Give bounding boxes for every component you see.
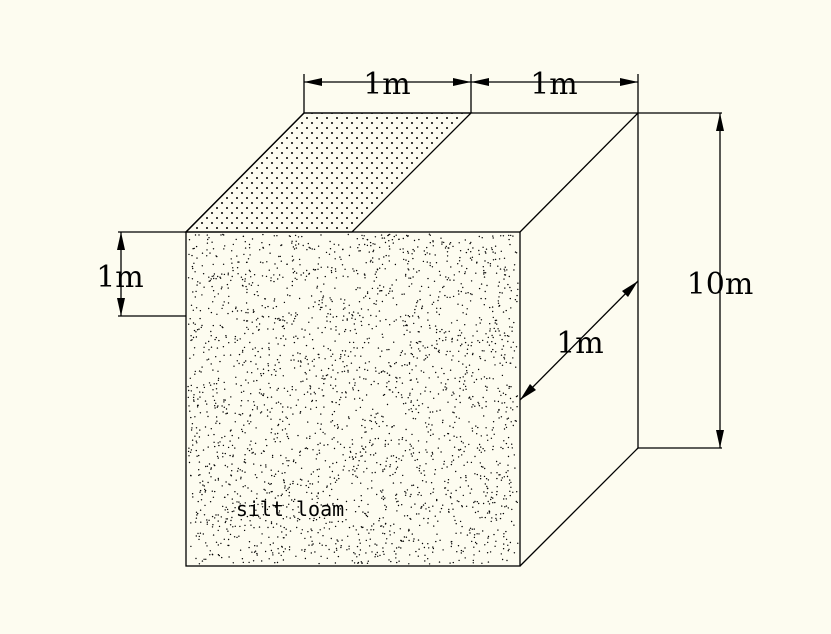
arrow-top-2 — [453, 78, 471, 86]
arrow-right-top — [716, 113, 724, 131]
arrow-top-4 — [620, 78, 638, 86]
dim-top-left-label: 1m — [363, 67, 411, 102]
arrow-top-3 — [471, 78, 489, 86]
front-face — [185, 231, 521, 567]
dim-depth-line — [519, 280, 639, 401]
arrow-depth-bottom — [520, 384, 536, 400]
dim-depth-label: 1m — [556, 326, 604, 361]
top-hatch-region — [184, 112, 473, 233]
arrow-left-top — [117, 232, 125, 250]
bottom-edge-right — [519, 447, 639, 567]
dim-right-label: 10m — [687, 267, 754, 302]
front-face-speckle — [187, 233, 519, 565]
arrow-right-bottom — [716, 430, 724, 448]
top-edge-left — [185, 112, 305, 233]
arrow-depth-top — [622, 281, 638, 297]
arrow-left-bottom — [117, 298, 125, 316]
top-edge-right — [519, 112, 639, 233]
dim-left-label: 1m — [96, 260, 144, 295]
arrow-top-1 — [304, 78, 322, 86]
dim-top-right-label: 1m — [530, 67, 578, 102]
material-label: silt loam — [236, 497, 344, 521]
